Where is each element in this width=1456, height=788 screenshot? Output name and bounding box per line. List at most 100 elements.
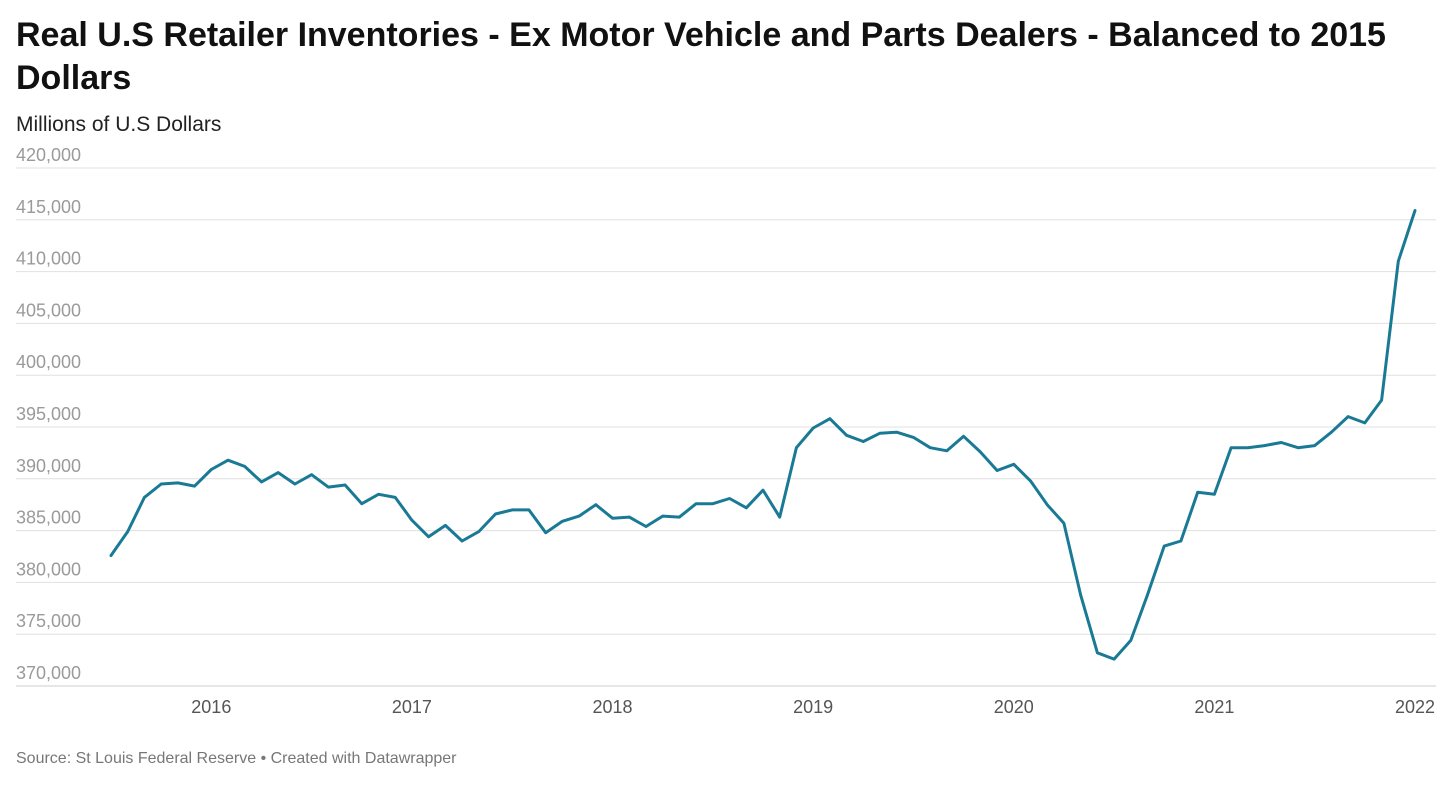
data-point bbox=[109, 554, 113, 557]
data-point bbox=[1079, 593, 1082, 597]
data-point bbox=[661, 514, 664, 518]
data-point bbox=[544, 531, 547, 534]
data-point bbox=[945, 449, 949, 453]
data-point bbox=[510, 508, 514, 512]
y-tick-label: 410,000 bbox=[16, 249, 81, 269]
y-tick-label: 420,000 bbox=[16, 145, 81, 165]
data-point bbox=[862, 440, 865, 443]
data-point bbox=[1112, 657, 1116, 661]
data-point bbox=[745, 506, 748, 510]
x-tick-label: 2021 bbox=[1194, 697, 1234, 717]
data-point bbox=[694, 502, 698, 506]
data-point bbox=[243, 465, 246, 468]
source-text: Source: St Louis Federal Reserve bbox=[16, 750, 257, 767]
data-point bbox=[1346, 415, 1350, 418]
data-point bbox=[143, 496, 146, 499]
data-point bbox=[494, 512, 497, 516]
data-point bbox=[226, 458, 230, 462]
y-tick-label: 390,000 bbox=[16, 456, 81, 476]
data-point bbox=[427, 535, 430, 539]
data-point bbox=[728, 497, 731, 500]
data-point bbox=[410, 518, 414, 522]
x-axis-labels: 2016 2017 2018 2019 2020 2021 2022 bbox=[191, 697, 1435, 717]
data-point bbox=[1280, 441, 1283, 444]
data-point bbox=[477, 530, 481, 533]
y-tick-label: 385,000 bbox=[16, 508, 81, 528]
data-point bbox=[393, 496, 397, 499]
line-chart: 370,000 375,000 380,000 385,000 390,000 395,0… bbox=[16, 145, 1436, 717]
gridlines bbox=[16, 167, 1436, 687]
data-point bbox=[310, 473, 313, 477]
data-point bbox=[761, 488, 765, 492]
x-tick-label: 2017 bbox=[392, 697, 432, 717]
data-point bbox=[460, 539, 464, 543]
data-point bbox=[1363, 421, 1367, 425]
data-point bbox=[1246, 446, 1250, 450]
y-tick-label: 380,000 bbox=[16, 559, 81, 579]
data-point bbox=[1045, 503, 1049, 507]
data-point bbox=[845, 434, 848, 437]
data-point bbox=[962, 435, 965, 438]
data-point bbox=[561, 520, 564, 523]
data-point bbox=[979, 450, 982, 454]
data-point bbox=[1330, 430, 1333, 434]
x-tick-label: 2020 bbox=[994, 697, 1034, 717]
data-point bbox=[1096, 651, 1099, 655]
y-axis-labels: 370,000 375,000 380,000 385,000 390,000 395,0… bbox=[16, 145, 81, 683]
y-tick-label: 400,000 bbox=[16, 352, 81, 372]
data-point bbox=[1380, 398, 1383, 402]
data-point bbox=[327, 485, 330, 489]
data-point bbox=[1313, 444, 1316, 447]
data-point bbox=[1397, 259, 1400, 263]
data-point bbox=[1146, 593, 1149, 597]
data-point bbox=[1213, 493, 1216, 496]
data-point bbox=[527, 508, 531, 512]
data-point bbox=[778, 515, 781, 519]
data-point bbox=[176, 481, 180, 485]
series-line bbox=[109, 209, 1417, 661]
data-point bbox=[1062, 522, 1066, 525]
data-point bbox=[611, 516, 614, 520]
footer-separator: • bbox=[256, 750, 271, 767]
data-point bbox=[878, 431, 882, 435]
data-point bbox=[1229, 446, 1233, 450]
data-point bbox=[811, 426, 815, 430]
data-point bbox=[276, 471, 280, 474]
data-point bbox=[377, 493, 380, 496]
data-point bbox=[995, 469, 999, 472]
data-point bbox=[1263, 444, 1266, 447]
data-point bbox=[1162, 544, 1166, 548]
chart-title: Real U.S Retailer Inventories - Ex Motor… bbox=[16, 16, 1386, 97]
data-point bbox=[343, 483, 347, 487]
data-point bbox=[260, 480, 263, 484]
data-point bbox=[628, 515, 631, 519]
data-point bbox=[1029, 479, 1032, 483]
data-point bbox=[193, 484, 196, 488]
x-tick-label: 2022 bbox=[1395, 697, 1435, 717]
series-layer bbox=[109, 209, 1417, 661]
data-point bbox=[444, 524, 447, 527]
y-tick-label: 370,000 bbox=[16, 663, 81, 683]
data-point bbox=[828, 417, 832, 421]
source-note: Source: St Louis Federal Reserve • Creat… bbox=[16, 750, 457, 768]
y-tick-label: 395,000 bbox=[16, 404, 81, 424]
data-point bbox=[126, 530, 129, 533]
data-point bbox=[1012, 463, 1016, 466]
data-point bbox=[795, 446, 798, 450]
y-tick-label: 375,000 bbox=[16, 611, 81, 631]
x-tick-label: 2019 bbox=[793, 697, 833, 717]
data-point bbox=[1413, 209, 1417, 212]
data-point bbox=[577, 514, 581, 518]
data-point bbox=[895, 430, 898, 434]
data-point bbox=[1129, 639, 1133, 642]
credit-text: Created with Datawrapper bbox=[270, 750, 457, 767]
data-point bbox=[1296, 446, 1300, 450]
data-point bbox=[644, 525, 648, 528]
data-point bbox=[293, 482, 297, 486]
data-point bbox=[360, 502, 364, 506]
y-tick-label: 405,000 bbox=[16, 300, 81, 320]
x-tick-label: 2016 bbox=[191, 697, 231, 717]
data-point bbox=[678, 515, 681, 519]
x-tick-label: 2018 bbox=[593, 697, 633, 717]
data-point bbox=[594, 503, 598, 507]
